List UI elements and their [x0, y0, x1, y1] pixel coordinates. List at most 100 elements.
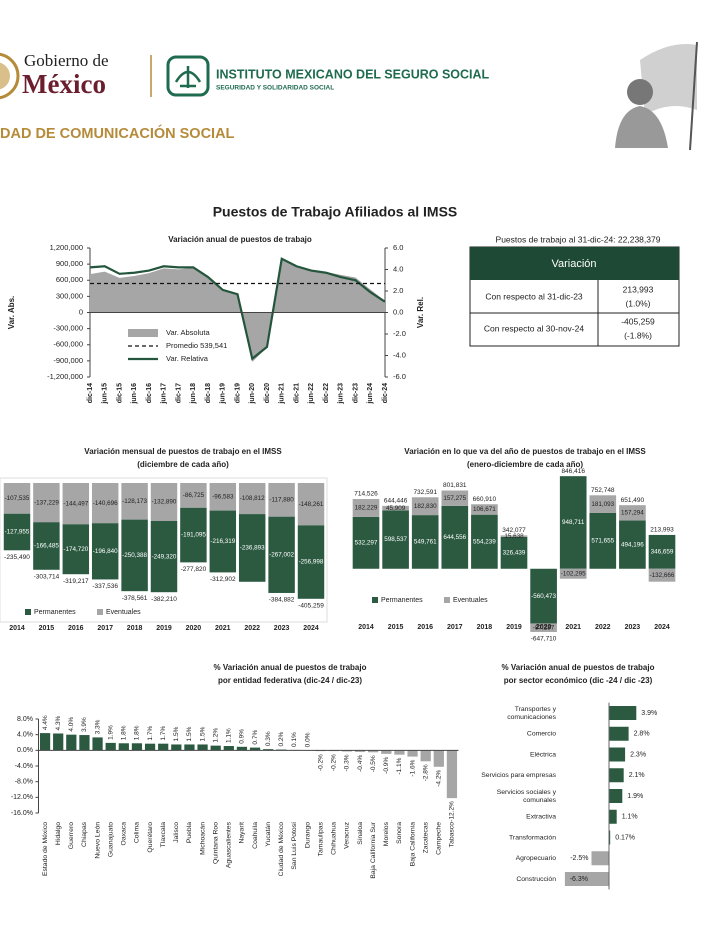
x-tick-label: Guerrero — [68, 822, 75, 849]
bar-segment — [62, 524, 90, 575]
bar-segment — [150, 483, 178, 521]
bar — [39, 733, 51, 751]
bar — [609, 706, 637, 720]
value-label: 1.9% — [627, 793, 643, 800]
segment-label: 948,711 — [562, 519, 585, 526]
x-tick-label: Campeche — [436, 822, 443, 855]
segment-label: -196,840 — [93, 548, 118, 555]
y-tick-label: Transportes y comunicaciones — [507, 706, 556, 721]
bar — [131, 743, 143, 751]
segment-label: -107,535 — [5, 495, 30, 502]
x-tick-label: dic-21 — [293, 383, 300, 403]
figure-body — [615, 106, 668, 148]
total-label: 801,831 — [443, 482, 467, 489]
x-tick-label: Tlaxcala — [160, 822, 167, 848]
value-label: 2.3% — [630, 751, 646, 758]
bar — [591, 851, 609, 866]
x-tick-label: Morelos — [383, 821, 390, 846]
x-tick-label: 2015 — [388, 624, 404, 631]
bar — [171, 744, 182, 751]
segment-label: 182,229 — [355, 505, 378, 512]
total-label: -384,882 — [269, 597, 295, 604]
total-label: 342,077 — [502, 527, 526, 534]
y-tick-label: -300,000 — [53, 324, 83, 333]
x-tick-label: dic-18 — [205, 383, 212, 403]
segment-label: 15,638 — [504, 533, 524, 540]
bar — [66, 734, 77, 751]
y-tick-label: 0 — [79, 307, 83, 316]
x-tick-label: jun-24 — [367, 383, 374, 405]
y-tick-label: Construcción — [516, 876, 556, 883]
x-tick-label: dic-20 — [264, 383, 271, 403]
x-tick-label: 2022 — [244, 625, 260, 632]
gov-emblem — [0, 52, 20, 100]
y-tick-label: -600,000 — [53, 340, 83, 349]
value-label: 3.9% — [641, 710, 657, 717]
legend-label: Var. Absoluta — [166, 328, 210, 337]
y2-tick-label: -6.0 — [393, 372, 406, 381]
segment-label: 182,830 — [414, 503, 437, 510]
x-tick-label: jun-21 — [279, 383, 286, 405]
bar — [394, 750, 405, 755]
value-label: 0.0% — [304, 732, 311, 747]
x-tick-label: Veracruz — [344, 821, 351, 848]
flagpole — [689, 41, 698, 151]
chart-frame — [0, 477, 328, 623]
value-label: 0.9% — [239, 729, 246, 744]
y-tick-label: 300,000 — [56, 291, 83, 300]
y-tick-label: Transformación — [509, 834, 556, 841]
bar-segment — [471, 504, 498, 515]
segment-label: -108,812 — [240, 495, 265, 502]
table-caption: Puestos de trabajo al 31-dic-24: 22,238,… — [496, 234, 661, 244]
x-tick-label: Ciudad de México — [278, 822, 285, 877]
bar — [446, 750, 458, 799]
legend-label: Permanentes — [381, 597, 423, 604]
y-tick-label: Agropecuario — [516, 855, 557, 862]
segment-label: 598,537 — [384, 536, 407, 543]
value-label: 1.8% — [121, 725, 128, 740]
total-label: -405,259 — [298, 603, 324, 610]
bar-segment — [648, 534, 676, 569]
x-tick-label: Chihuahua — [331, 822, 338, 855]
x-tick-label: Durango — [304, 822, 311, 848]
legend-label: Var. Relativa — [166, 354, 209, 363]
y2-tick-label: -4.0 — [393, 350, 406, 359]
legend-label: Eventuales — [106, 609, 141, 616]
bar — [407, 750, 418, 757]
bar — [118, 743, 129, 751]
imss-motto: SEGURIDAD Y SOLIDARIDAD SOCIAL — [216, 85, 334, 92]
x-tick-label: Jalisco — [173, 822, 180, 843]
x-tick-label: Estado de México — [42, 822, 49, 876]
bar-segment — [3, 483, 31, 514]
x-tick-label: jun-18 — [190, 383, 197, 405]
value-label: 1.7% — [147, 726, 154, 741]
bar-segment — [382, 505, 409, 511]
segment-label: -236,893 — [240, 545, 265, 552]
value-label: 1.1% — [622, 814, 638, 821]
bar — [79, 735, 90, 751]
total-label: 846,416 — [561, 468, 585, 475]
bar-segment — [559, 476, 587, 569]
value-label: 1.9% — [107, 725, 114, 740]
y-tick-label: -1,200,000 — [47, 372, 83, 381]
x-tick-label: Oaxaca — [121, 822, 128, 846]
y-tick-label-line: comunicaciones — [507, 714, 556, 721]
bar-segment — [411, 515, 439, 569]
segment-label: 571,655 — [591, 538, 614, 545]
bar-segment — [33, 483, 60, 523]
bar — [609, 789, 623, 803]
bar-segment — [268, 483, 295, 517]
x-tick-label: 2020 — [536, 624, 552, 631]
value-label: -6.3% — [570, 876, 588, 883]
line — [89, 257, 386, 361]
total-label: 213,993 — [650, 527, 674, 534]
bar — [236, 746, 248, 751]
summary-table: Puestos de trabajo al 31-dic-24: 22,238,… — [469, 234, 680, 347]
y-tick-label: -12.0% — [11, 794, 33, 801]
x-tick-label: jun-17 — [161, 383, 168, 405]
bar-segment — [530, 623, 557, 632]
total-label: -378,561 — [122, 595, 148, 602]
x-tick-label: Michoacán — [199, 822, 206, 855]
y2-axis-label: Var. Rel. — [416, 297, 425, 328]
segment-label: -250,388 — [122, 552, 147, 559]
